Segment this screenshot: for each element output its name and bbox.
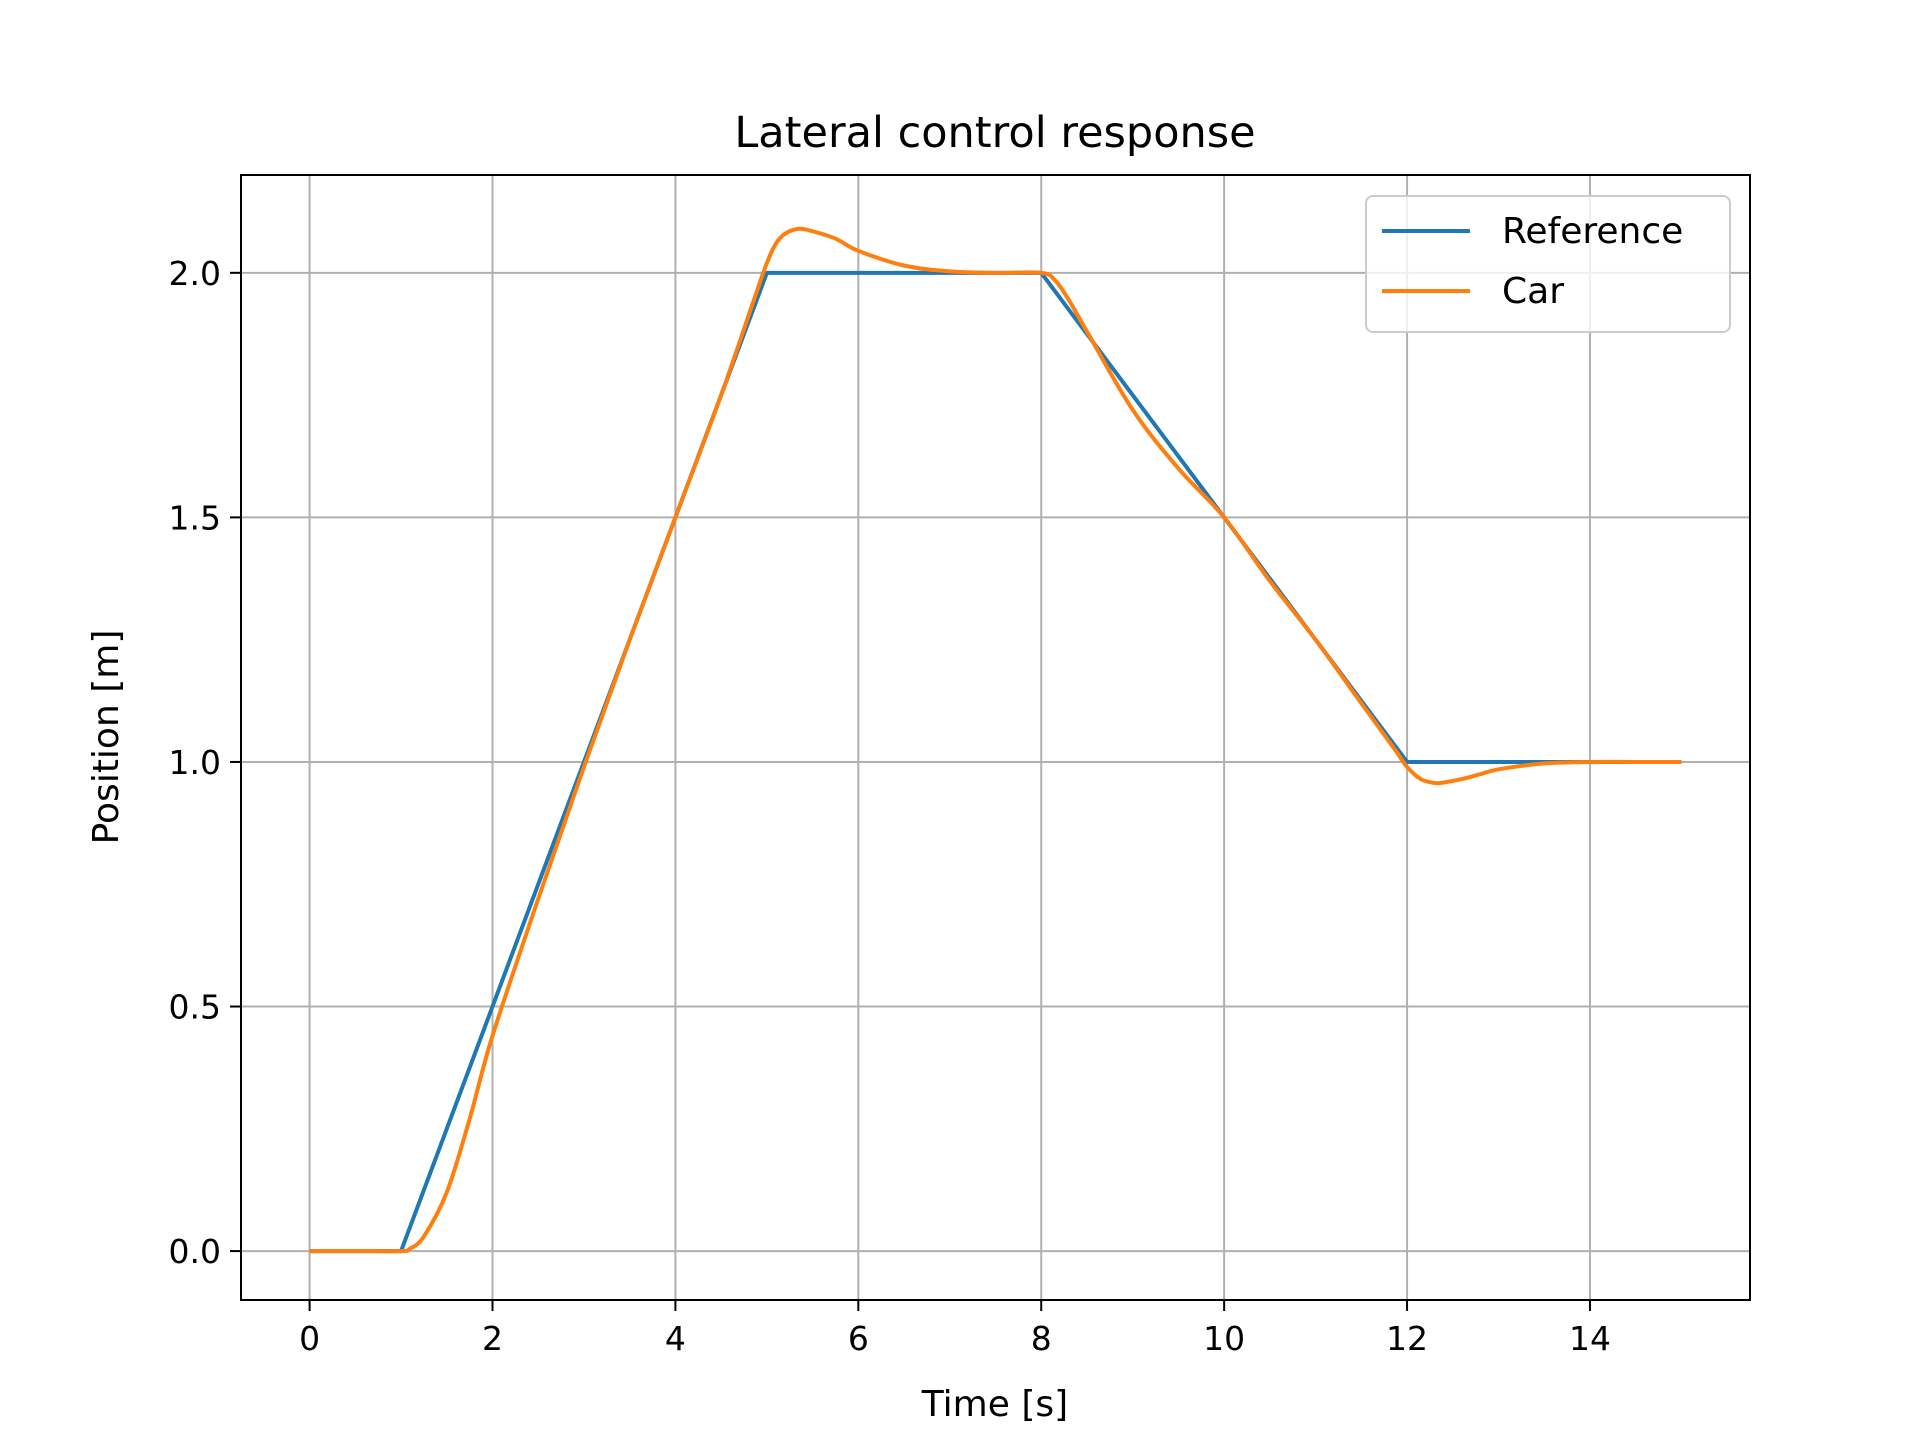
y-axis-label: Position [m]: [86, 630, 127, 845]
y-tick-label: 1.5: [169, 498, 221, 537]
x-tick-label: 0: [299, 1319, 320, 1358]
x-tick-label: 6: [848, 1319, 869, 1358]
x-tick-label: 2: [482, 1319, 503, 1358]
series-line-car: [309, 226, 1682, 1254]
y-tick-label: 0.5: [169, 988, 221, 1027]
y-tick-label: 0.0: [169, 1232, 221, 1271]
series-layer: [309, 226, 1682, 1254]
chart-title: Lateral control response: [734, 108, 1255, 158]
x-tick-label: 12: [1386, 1319, 1428, 1358]
plot-frame: [240, 174, 1751, 1301]
y-tick-label: 2.0: [169, 254, 221, 293]
x-tick-label: 14: [1569, 1319, 1611, 1358]
legend-label-car: Car: [1502, 271, 1564, 312]
x-tick-label: 8: [1031, 1319, 1052, 1358]
tick-layer: 0 2 4 6 8 10 12 14 0.0 0.5 1.0 1.5 2.0: [169, 254, 1611, 1358]
x-tick-label: 4: [665, 1319, 686, 1358]
legend: Reference Car: [1365, 195, 1731, 333]
x-axis-label: Time [s]: [921, 1384, 1068, 1425]
y-tick-label: 1.0: [169, 743, 221, 782]
x-tick-label: 10: [1203, 1319, 1245, 1358]
legend-label-reference: Reference: [1502, 211, 1683, 252]
